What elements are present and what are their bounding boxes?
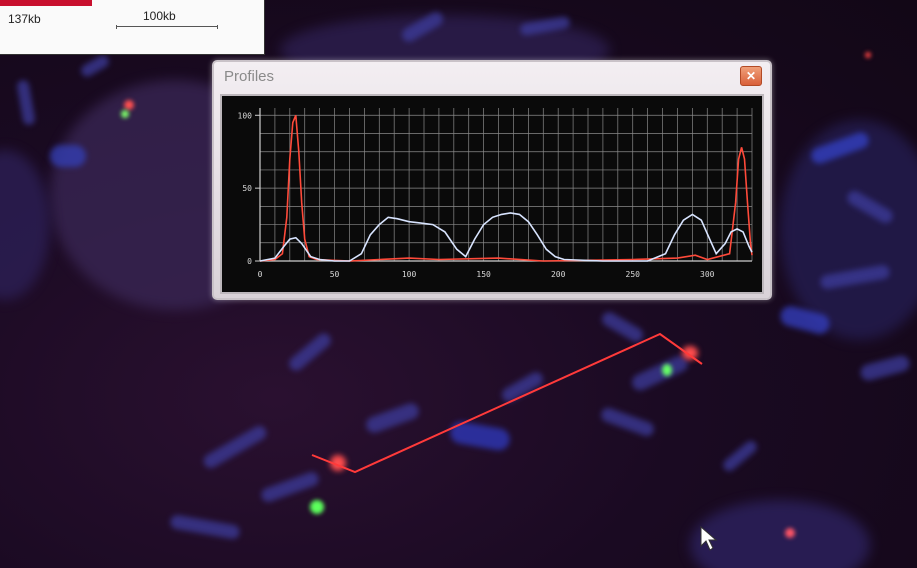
profiles-window[interactable]: Profiles ✕ 0 50 100 150 200 250 300 0 50 100 [212,60,772,300]
x-tick-label: 50 [330,270,340,279]
scale-label: 100kb [143,9,176,23]
red-signal-spot [124,100,134,110]
window-titlebar[interactable]: Profiles ✕ [214,62,770,90]
y-tick-label: 0 [247,257,252,266]
profile-series-line [259,212,753,262]
red-signal-spot [785,528,795,538]
x-tick-label: 300 [700,270,715,279]
x-tick-label: 250 [626,270,641,279]
scale-ruler [116,25,218,29]
red-signal-spot [682,346,698,360]
mouse-cursor-icon [700,526,718,551]
profile-plot-frame: 0 50 100 150 200 250 300 0 50 100 [220,94,764,294]
size-label: 137kb [8,12,41,26]
profile-series-line [259,114,753,262]
red-signal-spot [865,52,871,58]
x-tick-label: 200 [551,270,566,279]
green-signal-spot [662,364,672,376]
profile-measurement-line[interactable] [311,332,703,474]
ideogram-band [0,0,92,6]
nucleus-blob [780,120,917,340]
close-icon[interactable]: ✕ [740,66,762,86]
green-signal-spot [310,500,324,514]
x-tick-label: 100 [402,270,417,279]
scale-bar-panel: 137kb 100kb [0,0,265,55]
y-tick-label: 50 [242,184,252,193]
window-title: Profiles [224,68,275,85]
x-tick-label: 150 [476,270,491,279]
profile-chart: 0 50 100 150 200 250 300 0 50 100 [238,108,753,279]
chromosome [50,145,86,167]
green-signal-spot [121,110,129,118]
x-tick-label: 0 [258,270,263,279]
y-tick-label: 100 [238,111,253,120]
nucleus-blob [690,500,870,568]
